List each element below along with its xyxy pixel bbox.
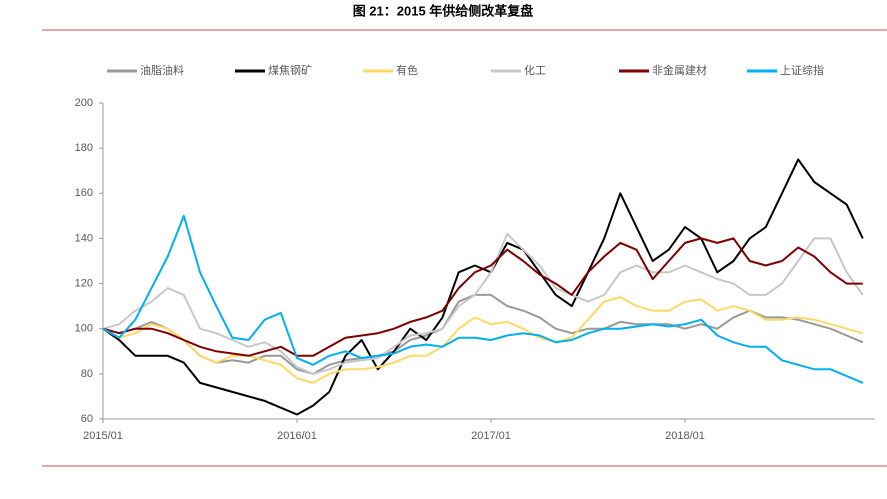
legend-label: 化工 (524, 63, 546, 77)
x-tick-label: 2015/01 (83, 430, 123, 442)
series-line (102, 232, 864, 375)
chart-title: 图 21：2015 年供给侧改革复盘 (353, 3, 534, 18)
y-tick-label: 140 (75, 232, 93, 244)
y-tick-label: 120 (75, 277, 93, 289)
legend-label: 煤焦钢矿 (268, 64, 312, 77)
x-tick-label: 2017/01 (471, 430, 511, 442)
legend-label: 油脂油料 (140, 63, 184, 77)
x-tick-label: 2016/01 (277, 430, 317, 442)
legend-label: 上证综指 (780, 63, 824, 77)
series-line (102, 158, 864, 416)
y-tick-label: 100 (75, 323, 93, 335)
series-line (102, 214, 864, 384)
series-line (102, 237, 863, 357)
legend-label: 非金属建材 (652, 63, 707, 77)
y-tick-label: 60 (81, 413, 93, 425)
y-tick-label: 200 (75, 97, 93, 109)
y-tick-label: 80 (81, 368, 93, 380)
y-tick-label: 160 (75, 187, 93, 199)
y-tick-label: 180 (75, 142, 93, 154)
x-tick-label: 2018/01 (665, 430, 705, 442)
series-line (102, 296, 864, 384)
series-line (102, 293, 864, 375)
legend-label: 有色 (396, 63, 418, 77)
